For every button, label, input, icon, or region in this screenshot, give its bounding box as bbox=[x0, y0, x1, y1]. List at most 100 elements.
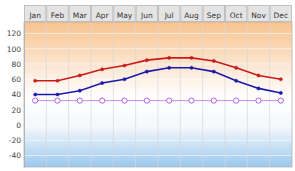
column-divider bbox=[202, 22, 203, 167]
header-cell bbox=[25, 6, 46, 22]
series-marker bbox=[189, 98, 194, 103]
x-tick: Aug bbox=[184, 11, 199, 20]
x-tick: Feb bbox=[51, 11, 65, 20]
x-tick: Jun bbox=[140, 11, 153, 20]
y-tick-label: -40 bbox=[9, 151, 21, 160]
series-marker bbox=[145, 59, 148, 62]
series-marker bbox=[168, 56, 171, 59]
y-tick-label: 40 bbox=[11, 90, 21, 99]
y-tick-label: 20 bbox=[11, 106, 21, 115]
series-marker bbox=[56, 93, 59, 96]
plot-frame bbox=[24, 22, 292, 167]
column-divider bbox=[91, 22, 92, 167]
series-marker bbox=[55, 98, 60, 103]
y-tick-label: 100 bbox=[7, 45, 22, 54]
series-marker bbox=[122, 98, 127, 103]
x-tick: Nov bbox=[251, 11, 266, 20]
header-cell bbox=[226, 6, 247, 22]
header-cell bbox=[203, 6, 224, 22]
series-marker bbox=[101, 68, 104, 71]
series-marker bbox=[78, 74, 81, 77]
header-cell bbox=[159, 6, 180, 22]
plot-background bbox=[24, 22, 292, 167]
series-line bbox=[35, 100, 281, 101]
series-marker bbox=[33, 98, 38, 103]
series-marker bbox=[211, 98, 216, 103]
series-marker bbox=[34, 93, 37, 96]
y-tick-label: -20 bbox=[9, 136, 21, 145]
x-tick-label: Jun bbox=[140, 11, 153, 20]
series-marker bbox=[168, 66, 171, 69]
x-tick: Apr bbox=[96, 11, 110, 20]
series-marker bbox=[279, 78, 282, 81]
y-tick: 0 bbox=[16, 121, 24, 130]
series-marker bbox=[100, 98, 105, 103]
x-axis: Jan Feb Mar Apr May Jun Jul Aug Sep Oct Nov Dec bbox=[25, 11, 293, 20]
y-tick-label: 0 bbox=[16, 121, 21, 130]
column-divider bbox=[158, 22, 159, 167]
x-tick: Oct bbox=[230, 11, 243, 20]
series-marker bbox=[101, 81, 104, 84]
column-divider bbox=[225, 22, 226, 167]
y-tick: -40 bbox=[9, 151, 24, 160]
header-cell bbox=[69, 6, 90, 22]
series-marker bbox=[123, 64, 126, 67]
y-tick-label: 80 bbox=[11, 60, 21, 69]
x-tick: Dec bbox=[274, 11, 289, 20]
plot-area bbox=[33, 56, 284, 103]
series-marker bbox=[123, 78, 126, 81]
y-tick: 120 bbox=[7, 29, 24, 38]
series-marker bbox=[190, 56, 193, 59]
series-marker bbox=[145, 70, 148, 73]
header-cell bbox=[136, 6, 157, 22]
series-marker bbox=[235, 79, 238, 82]
column-divider bbox=[135, 22, 136, 167]
x-tick-label: Feb bbox=[51, 11, 65, 20]
x-tick-label: Oct bbox=[230, 11, 243, 20]
series-marker bbox=[257, 87, 260, 90]
column-divider bbox=[247, 22, 248, 167]
y-tick-label: 120 bbox=[7, 29, 22, 38]
series-marker bbox=[279, 91, 282, 94]
header-cell bbox=[114, 6, 135, 22]
y-tick: 20 bbox=[11, 106, 24, 115]
series-marker bbox=[78, 89, 81, 92]
x-tick-label: Nov bbox=[251, 11, 266, 20]
x-tick-label: Dec bbox=[274, 11, 289, 20]
y-tick: 40 bbox=[11, 90, 24, 99]
grid bbox=[24, 22, 292, 167]
series-marker bbox=[190, 66, 193, 69]
header-cell bbox=[47, 6, 68, 22]
column-divider bbox=[68, 22, 69, 167]
y-axis: -40 -20 0 20 40 60 80 100 120 bbox=[7, 23, 25, 168]
y-tick-label: 60 bbox=[11, 75, 21, 84]
header-cell bbox=[248, 6, 269, 22]
x-tick: Mar bbox=[73, 11, 88, 20]
series-marker bbox=[257, 74, 260, 77]
series-line bbox=[35, 68, 281, 95]
x-tick-label: May bbox=[117, 11, 133, 20]
header bbox=[25, 6, 292, 22]
x-tick: Jan bbox=[28, 11, 41, 20]
series-marker bbox=[167, 98, 172, 103]
series-marker bbox=[77, 98, 82, 103]
x-tick: Sep bbox=[207, 11, 221, 20]
series-marker bbox=[256, 98, 261, 103]
header-cell bbox=[181, 6, 202, 22]
x-tick-label: Jan bbox=[28, 11, 41, 20]
y-tick: -20 bbox=[9, 136, 24, 145]
y-tick: 80 bbox=[11, 60, 24, 69]
series-marker bbox=[212, 70, 215, 73]
y-tick: 100 bbox=[7, 45, 24, 54]
x-tick-label: Sep bbox=[207, 11, 221, 20]
column-divider bbox=[269, 22, 270, 167]
x-tick: Jul bbox=[164, 11, 174, 20]
header-cell bbox=[270, 6, 291, 22]
series-marker bbox=[144, 98, 149, 103]
x-tick: May bbox=[117, 11, 133, 20]
series-marker bbox=[212, 59, 215, 62]
x-tick-label: Jul bbox=[164, 11, 174, 20]
header-cell bbox=[92, 6, 113, 22]
column-divider bbox=[180, 22, 181, 167]
x-tick-label: Aug bbox=[184, 11, 199, 20]
